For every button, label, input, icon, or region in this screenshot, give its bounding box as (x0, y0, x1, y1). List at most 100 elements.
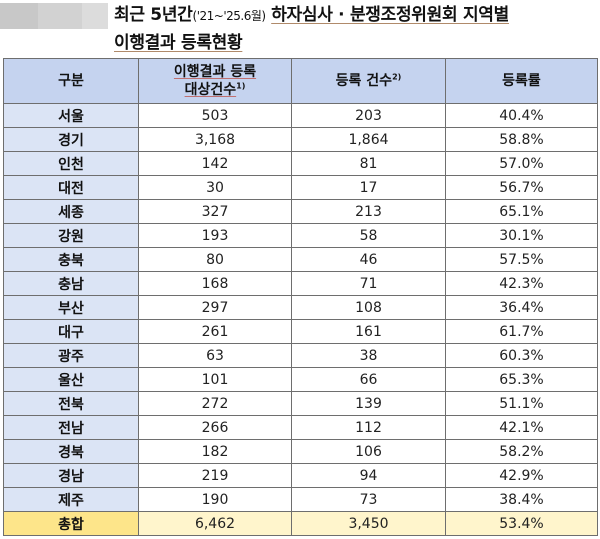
table-row: 경북 182 106 58.2% (3, 439, 598, 464)
rate-cell: 42.9% (445, 463, 598, 488)
table-row: 서울 503 203 40.4% (3, 103, 598, 128)
target-cell: 168 (138, 271, 292, 296)
registered-cell: 108 (291, 295, 446, 320)
footnote-2: 2) (392, 72, 402, 82)
rate-cell: 65.1% (445, 199, 598, 224)
registered-cell: 139 (291, 391, 446, 416)
registered-cell: 38 (291, 343, 446, 368)
title-line-2: 이행결과 등록현황 (114, 33, 243, 53)
region-cell: 부산 (3, 295, 139, 320)
title-part2: 하자심사 · 분쟁조정위원회 지역별 (271, 5, 509, 25)
registered-cell: 81 (291, 151, 446, 176)
footnote-1: 1) (236, 81, 246, 91)
table-row: 울산 101 66 65.3% (3, 367, 598, 392)
registered-cell: 106 (291, 439, 446, 464)
registered-cell: 203 (291, 103, 446, 128)
table-row: 대전 30 17 56.7% (3, 175, 598, 200)
rate-cell: 61.7% (445, 319, 598, 344)
region-cell: 경기 (3, 127, 139, 152)
registered-cell: 71 (291, 271, 446, 296)
target-cell: 182 (138, 439, 292, 464)
table-header-row: 구분 이행결과 등록 대상건수1) 등록 건수2) 등록률 (3, 58, 598, 104)
title-line-1: 최근 5년간('21~'25.6월) 하자심사 · 분쟁조정위원회 지역별 (114, 2, 509, 30)
region-cell: 세종 (3, 199, 139, 224)
header-region: 구분 (3, 58, 139, 104)
table-row: 인천 142 81 57.0% (3, 151, 598, 176)
table-row: 부산 297 108 36.4% (3, 295, 598, 320)
page-title: 최근 5년간('21~'25.6월) 하자심사 · 분쟁조정위원회 지역별 이행… (114, 2, 509, 57)
registered-cell: 73 (291, 487, 446, 512)
registered-cell: 58 (291, 223, 446, 248)
table-row: 충남 168 71 42.3% (3, 271, 598, 296)
target-cell: 327 (138, 199, 292, 224)
target-cell: 80 (138, 247, 292, 272)
header-registered-count: 등록 건수2) (291, 58, 446, 104)
rate-cell: 65.3% (445, 367, 598, 392)
region-cell: 제주 (3, 487, 139, 512)
header-target-count: 이행결과 등록 대상건수1) (138, 58, 292, 104)
region-cell: 경남 (3, 463, 139, 488)
registered-cell: 161 (291, 319, 446, 344)
title-part1: 최근 5년간 (114, 5, 193, 25)
target-cell: 193 (138, 223, 292, 248)
region-cell: 경북 (3, 439, 139, 464)
region-cell: 전남 (3, 415, 139, 440)
rate-cell: 30.1% (445, 223, 598, 248)
registered-cell: 213 (291, 199, 446, 224)
target-cell: 266 (138, 415, 292, 440)
rate-cell: 36.4% (445, 295, 598, 320)
table-row: 경기 3,168 1,864 58.8% (3, 127, 598, 152)
total-row: 총합 6,462 3,450 53.4% (3, 511, 598, 536)
target-cell: 30 (138, 175, 292, 200)
target-cell: 3,168 (138, 127, 292, 152)
region-cell: 광주 (3, 343, 139, 368)
rate-cell: 56.7% (445, 175, 598, 200)
table-row: 충북 80 46 57.5% (3, 247, 598, 272)
region-cell: 전북 (3, 391, 139, 416)
region-cell: 인천 (3, 151, 139, 176)
registered-cell: 94 (291, 463, 446, 488)
total-rate-cell: 53.4% (445, 511, 598, 536)
registered-cell: 46 (291, 247, 446, 272)
region-cell: 대구 (3, 319, 139, 344)
table-row: 광주 63 38 60.3% (3, 343, 598, 368)
rate-cell: 38.4% (445, 487, 598, 512)
rate-cell: 42.3% (445, 271, 598, 296)
table-row: 대구 261 161 61.7% (3, 319, 598, 344)
target-cell: 261 (138, 319, 292, 344)
rate-cell: 40.4% (445, 103, 598, 128)
registered-cell: 66 (291, 367, 446, 392)
target-cell: 272 (138, 391, 292, 416)
total-registered-cell: 3,450 (291, 511, 446, 536)
rate-cell: 58.8% (445, 127, 598, 152)
table-row: 전북 272 139 51.1% (3, 391, 598, 416)
registered-cell: 1,864 (291, 127, 446, 152)
table-row: 세종 327 213 65.1% (3, 199, 598, 224)
region-cell: 울산 (3, 367, 139, 392)
target-cell: 297 (138, 295, 292, 320)
redacted-logo-area (0, 3, 108, 29)
rate-cell: 58.2% (445, 439, 598, 464)
header-registration-rate: 등록률 (445, 58, 598, 104)
rate-cell: 42.1% (445, 415, 598, 440)
total-target-cell: 6,462 (138, 511, 292, 536)
target-cell: 503 (138, 103, 292, 128)
target-cell: 142 (138, 151, 292, 176)
target-cell: 63 (138, 343, 292, 368)
registered-cell: 112 (291, 415, 446, 440)
target-cell: 190 (138, 487, 292, 512)
region-cell: 서울 (3, 103, 139, 128)
rate-cell: 57.5% (445, 247, 598, 272)
table-row: 제주 190 73 38.4% (3, 487, 598, 512)
rate-cell: 57.0% (445, 151, 598, 176)
region-cell: 충북 (3, 247, 139, 272)
target-cell: 101 (138, 367, 292, 392)
target-cell: 219 (138, 463, 292, 488)
rate-cell: 51.1% (445, 391, 598, 416)
table-row: 경남 219 94 42.9% (3, 463, 598, 488)
total-label-cell: 총합 (3, 511, 139, 536)
title-period: ('21~'25.6월) (192, 9, 267, 23)
table-row: 전남 266 112 42.1% (3, 415, 598, 440)
rate-cell: 60.3% (445, 343, 598, 368)
region-cell: 강원 (3, 223, 139, 248)
